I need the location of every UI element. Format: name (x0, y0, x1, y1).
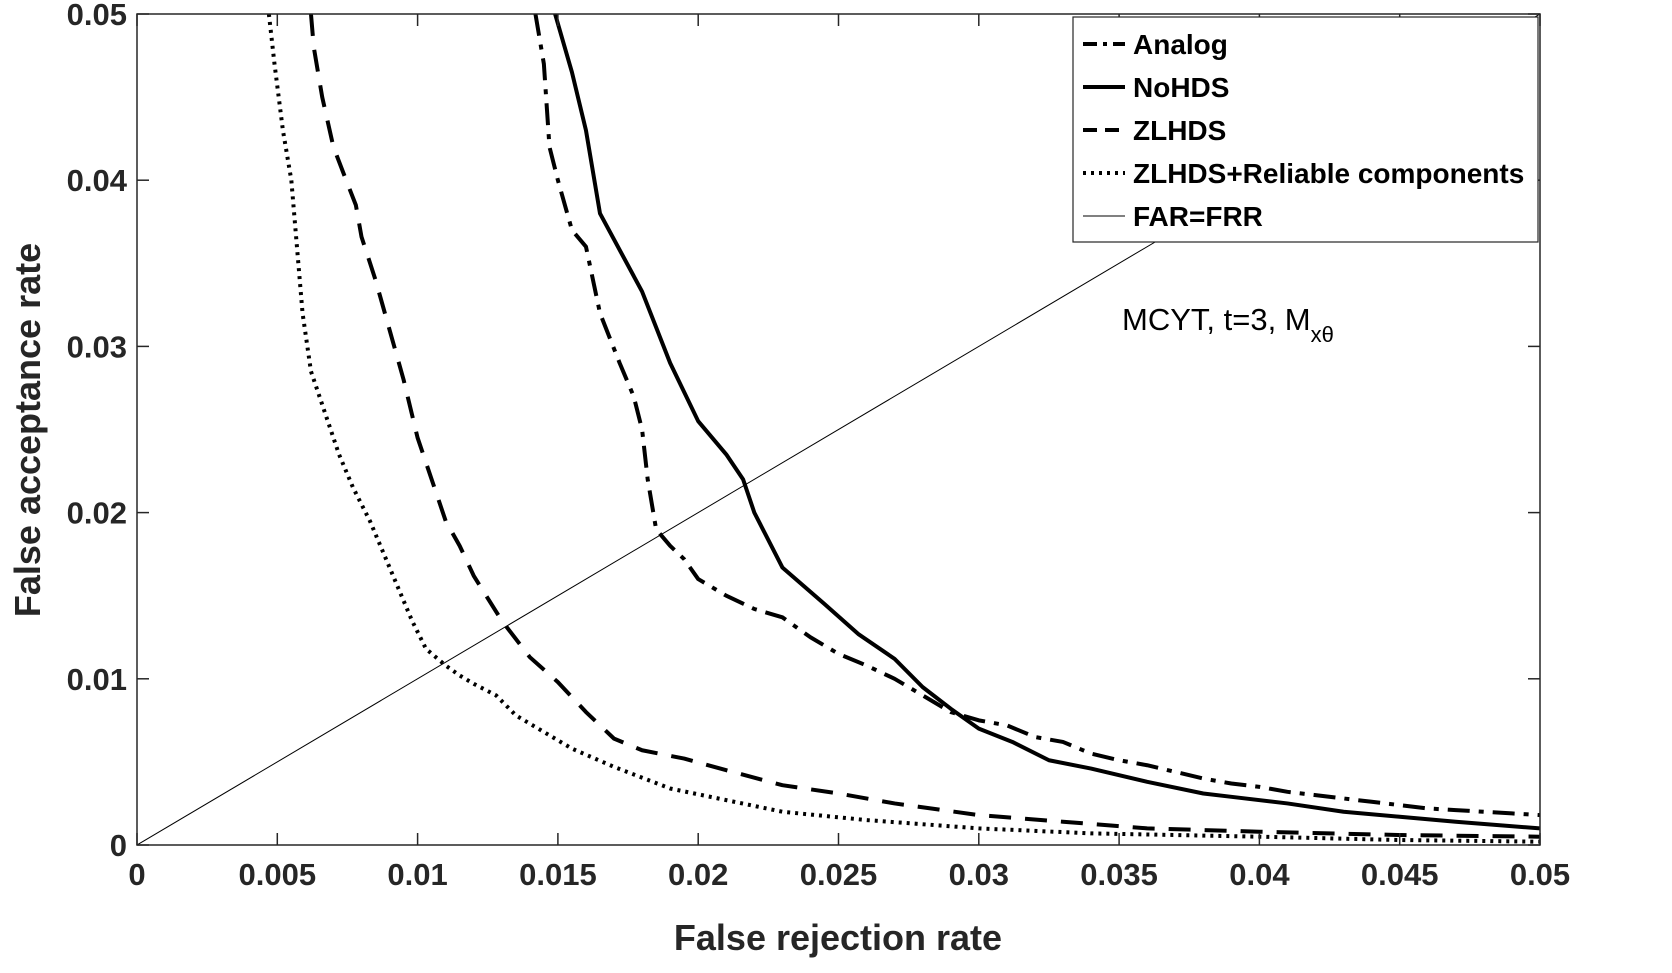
legend-item-far-frr: FAR=FRR (1083, 201, 1263, 232)
x-tick-label: 0.05 (1510, 857, 1570, 892)
x-tick-label: 0.015 (519, 857, 597, 892)
legend-label: NoHDS (1133, 72, 1229, 103)
y-tick-label: 0 (110, 828, 127, 863)
legend-box (1072, 16, 1539, 243)
y-tick-label: 0.01 (67, 662, 127, 697)
y-tick-label: 0.04 (67, 163, 128, 198)
series-line-zlhds-reliable-components (266, 14, 1540, 844)
x-axis-label: False rejection rate (674, 917, 1002, 958)
legend-item-zlhds: ZLHDS (1083, 115, 1226, 146)
legend: Analog NoHDS ZLHDS ZLHDS+Reliable component… (1072, 16, 1539, 243)
annotation-text: MCYT, t=3, M (1122, 302, 1311, 337)
x-tick-label: 0.005 (239, 857, 317, 892)
series-line-analog (533, 14, 1540, 818)
annotation: MCYT, t=3, Mxθ (1122, 302, 1334, 347)
series-line-zlhds (308, 14, 1540, 839)
x-tick-label: 0.01 (387, 857, 447, 892)
x-tick-label: 0.045 (1361, 857, 1439, 892)
x-tick-label: 0.035 (1080, 857, 1158, 892)
legend-label: Analog (1133, 29, 1228, 60)
legend-label: FAR=FRR (1133, 201, 1263, 232)
x-tick-label: 0.03 (949, 857, 1009, 892)
x-tick-label: 0 (128, 857, 145, 892)
x-tick-label: 0.02 (668, 857, 728, 892)
y-tick-label: 0.02 (67, 496, 127, 531)
x-tick-label: 0.025 (800, 857, 878, 892)
y-tick-label: 0.03 (67, 329, 127, 364)
series-layer (137, 14, 1540, 845)
svg-text:MCYT, t=3, Mxθ: MCYT, t=3, Mxθ (1122, 302, 1334, 347)
y-axis-label: False acceptance rate (7, 243, 48, 617)
legend-item-analog: Analog (1083, 29, 1228, 60)
legend-label: ZLHDS (1133, 115, 1226, 146)
legend-label: ZLHDS+Reliable components (1133, 158, 1524, 189)
annotation-subscript: xθ (1311, 322, 1334, 347)
y-tick-label: 0.05 (67, 0, 127, 32)
series-line-nohds (553, 14, 1540, 831)
legend-item-zlhds-reliable-components: ZLHDS+Reliable components (1083, 158, 1524, 189)
legend-item-nohds: NoHDS (1083, 72, 1229, 103)
x-tick-label: 0.04 (1229, 857, 1290, 892)
ticks-layer: 0 0.005 0.01 0.015 0.02 0.025 0.03 0.035 0.04 0.0… (67, 0, 1571, 892)
